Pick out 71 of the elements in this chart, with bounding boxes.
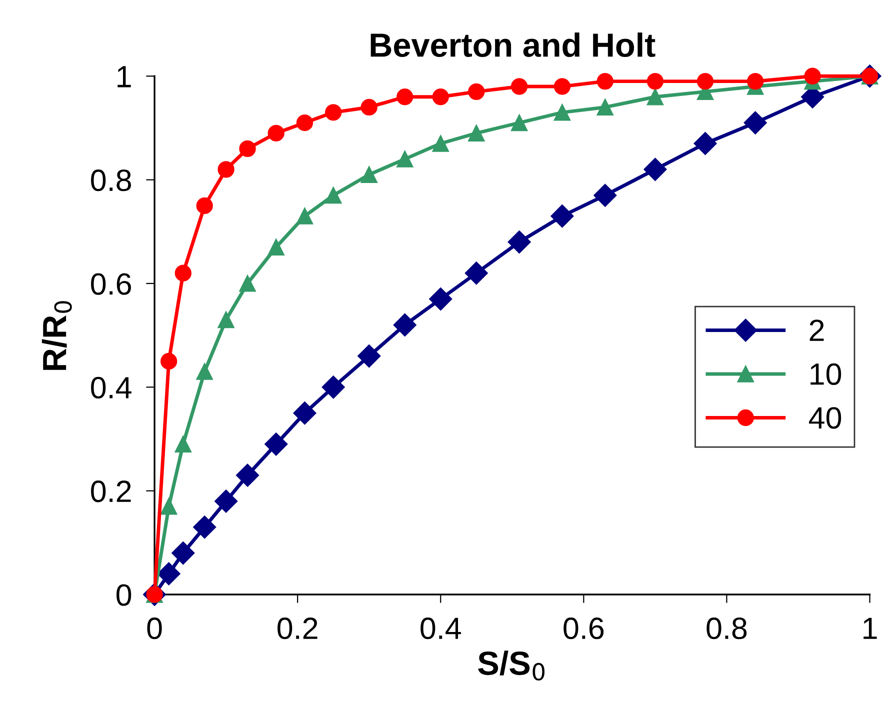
point: [396, 150, 414, 168]
point: [239, 140, 256, 158]
legend-label: 40: [808, 407, 842, 429]
point: [174, 436, 192, 453]
y-axis-title: R/R$_{0}$: [42, 301, 72, 370]
point: [396, 88, 414, 106]
y-tick-label: 0.6: [91, 273, 131, 295]
point: [172, 542, 195, 565]
point: [468, 124, 485, 142]
x-tick-label: 0.8: [706, 618, 747, 640]
point: [646, 88, 664, 106]
x-tick-label: 1: [864, 618, 877, 639]
y-tick-label: 0.2: [91, 480, 131, 502]
y-tick-label: 0: [116, 584, 132, 606]
point: [193, 516, 216, 539]
y-tick-label: 1: [118, 66, 131, 88]
point: [432, 135, 449, 152]
point: [360, 166, 378, 183]
point: [694, 132, 717, 156]
point: [218, 311, 234, 328]
point: [293, 402, 316, 425]
y-tick-label: 0.8: [91, 170, 131, 192]
point: [196, 197, 213, 214]
point: [268, 238, 284, 256]
point: [432, 88, 449, 106]
x-axis-title: S/S$_{0}$: [478, 650, 544, 681]
point: [322, 376, 345, 399]
point: [746, 72, 764, 90]
chart-title: Beverton and Holt: [370, 32, 656, 58]
point: [550, 204, 574, 228]
x-tick-label: 0.6: [564, 618, 604, 640]
point: [236, 464, 260, 487]
point: [174, 264, 192, 282]
point: [160, 352, 178, 370]
y-tick-label: 0.4: [91, 376, 132, 399]
legend-label: 10: [810, 363, 842, 385]
point: [464, 262, 488, 285]
x-tick-label: 0.2: [278, 618, 318, 640]
point: [554, 78, 571, 95]
point: [596, 72, 614, 90]
point: [325, 104, 342, 121]
point: [360, 98, 378, 116]
point: [218, 161, 234, 178]
point: [393, 313, 416, 336]
point: [696, 72, 714, 90]
point: [596, 98, 614, 116]
point: [264, 432, 288, 456]
point: [804, 68, 821, 84]
point: [510, 78, 528, 95]
point: [296, 208, 314, 224]
point: [554, 104, 571, 121]
point: [744, 111, 767, 134]
x-tick-label: 0: [147, 618, 162, 640]
point: [508, 230, 531, 254]
point: [644, 158, 667, 181]
point: [160, 498, 178, 515]
point: [646, 72, 664, 90]
point: [157, 562, 180, 586]
point: [468, 83, 485, 100]
x-tick-label: 0.4: [420, 618, 461, 640]
point: [268, 124, 284, 142]
point: [239, 275, 256, 292]
point: [429, 288, 452, 311]
point: [510, 114, 528, 132]
point: [358, 344, 381, 368]
point: [325, 187, 342, 204]
point: [296, 114, 314, 132]
legend-label: 2: [810, 320, 824, 341]
point: [594, 184, 617, 207]
point: [214, 490, 238, 513]
point: [196, 363, 213, 380]
